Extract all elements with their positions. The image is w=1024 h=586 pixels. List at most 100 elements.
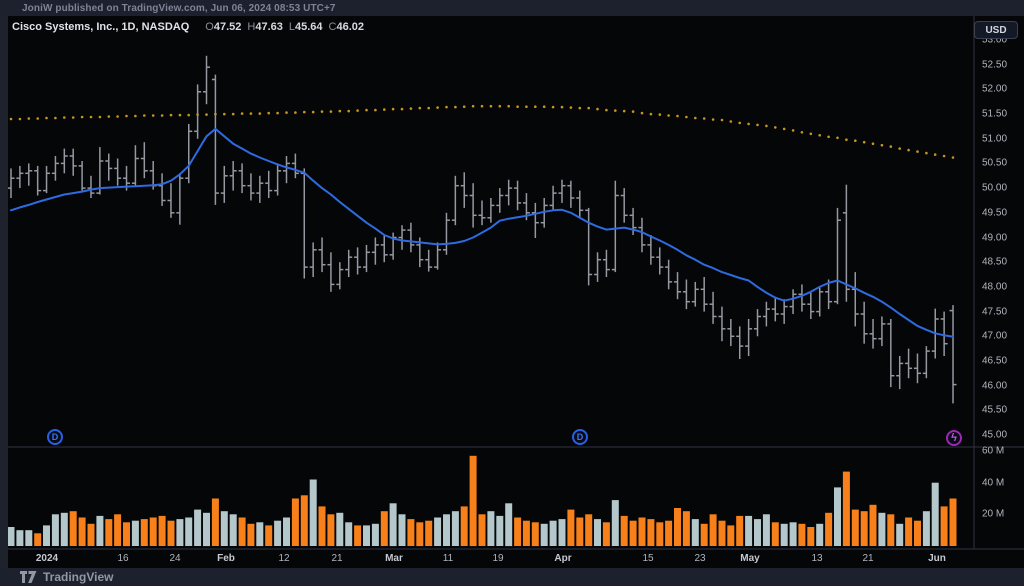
price-tick-label: 48.00 bbox=[982, 281, 1008, 293]
dividend-marker-icon[interactable]: D bbox=[47, 429, 63, 445]
volume-bar bbox=[87, 523, 95, 546]
volume-bar bbox=[762, 514, 770, 546]
volume-bar bbox=[620, 515, 628, 546]
ma-slow-dot bbox=[454, 105, 457, 109]
time-tick-label: 21 bbox=[331, 553, 343, 564]
volume-bar bbox=[247, 523, 255, 546]
volume-bar bbox=[674, 508, 681, 546]
ma-slow-dot bbox=[774, 126, 777, 129]
close-value: 46.02 bbox=[336, 21, 364, 33]
volume-bar bbox=[194, 509, 202, 546]
ma-slow-dot bbox=[862, 140, 866, 144]
time-tick-label: 11 bbox=[442, 553, 454, 564]
ma-slow-dot bbox=[187, 113, 190, 117]
volume-bar bbox=[780, 523, 788, 546]
volume-bar bbox=[114, 514, 122, 546]
ma-slow-dot bbox=[320, 110, 324, 113]
volume-bar bbox=[558, 519, 566, 546]
ma-slow-dot bbox=[445, 105, 448, 109]
ma-slow-dot bbox=[880, 143, 884, 147]
price-tick-label: 49.50 bbox=[982, 207, 1008, 219]
volume-bar bbox=[363, 525, 370, 546]
volume-bar bbox=[380, 511, 388, 546]
publish-banner: JoniW published on TradingView.com, Jun … bbox=[0, 0, 1024, 16]
time-tick-label: Mar bbox=[385, 553, 403, 564]
ma-slow-dot bbox=[89, 115, 93, 119]
volume-bar bbox=[656, 522, 664, 547]
time-tick-label: 24 bbox=[169, 553, 181, 564]
volume-bar bbox=[140, 519, 148, 546]
ma-slow-dot bbox=[836, 136, 839, 140]
volume-bar bbox=[229, 514, 237, 546]
low-value: 45.64 bbox=[294, 21, 323, 33]
volume-bar bbox=[176, 519, 184, 546]
ma-slow-dot bbox=[436, 106, 439, 109]
ma-slow-dot bbox=[587, 106, 590, 110]
volume-bar bbox=[425, 520, 433, 546]
volume-bar bbox=[789, 522, 797, 547]
volume-bar bbox=[665, 520, 673, 546]
ma-slow-dot bbox=[694, 116, 697, 120]
ma-slow-dot bbox=[729, 120, 733, 123]
dividend-marker-icon[interactable]: D bbox=[572, 429, 588, 445]
high-value: 47.63 bbox=[255, 21, 283, 33]
ma-slow-dot bbox=[791, 129, 795, 132]
volume-bar bbox=[318, 506, 326, 546]
ma-slow-dot bbox=[462, 105, 466, 108]
ma-slow-dot bbox=[294, 111, 297, 114]
ma-slow-dot bbox=[507, 104, 511, 108]
tradingview-logo-icon[interactable] bbox=[20, 571, 37, 583]
volume-bar bbox=[771, 522, 779, 547]
ma-slow-dot bbox=[827, 135, 830, 139]
volume-bar bbox=[389, 503, 397, 547]
symbol-title: Cisco Systems, Inc., 1D, NASDAQ bbox=[12, 21, 190, 33]
ma-slow-dot bbox=[9, 117, 13, 121]
volume-bar bbox=[34, 533, 42, 546]
ma-slow-dot bbox=[631, 110, 635, 113]
currency-toggle-button[interactable]: USD bbox=[974, 21, 1018, 39]
volume-bar bbox=[922, 511, 930, 546]
price-tick-label: 50.00 bbox=[982, 182, 1008, 194]
volume-bar bbox=[514, 517, 522, 546]
volume-bar bbox=[807, 527, 815, 546]
footer-bar: TradingView bbox=[0, 568, 1024, 586]
high-label: H bbox=[247, 21, 256, 33]
time-tick-label: Apr bbox=[554, 553, 572, 564]
volume-bar bbox=[256, 522, 264, 547]
ma-slow-dot bbox=[169, 113, 173, 117]
volume-bar bbox=[825, 512, 833, 547]
chart-area[interactable]: Cisco Systems, Inc., 1D, NASDAQ O47.52 H47… bbox=[8, 16, 1024, 568]
ma-slow-dot bbox=[36, 117, 39, 120]
ma-slow-dot bbox=[134, 114, 137, 118]
price-volume-plot[interactable] bbox=[8, 16, 1024, 568]
ma-slow-dot bbox=[809, 132, 813, 136]
volume-bar bbox=[638, 517, 646, 546]
ma-slow-dot bbox=[240, 112, 244, 115]
ma-slow-dot bbox=[525, 105, 528, 108]
ma-slow-dot bbox=[311, 110, 315, 114]
price-tick-label: 50.50 bbox=[982, 157, 1008, 169]
instant-order-marker-icon[interactable]: ϟ bbox=[946, 430, 962, 446]
volume-bar bbox=[416, 522, 424, 547]
price-tick-label: 47.00 bbox=[982, 330, 1008, 342]
ma-slow-dot bbox=[569, 106, 573, 109]
ma-slow-dot bbox=[738, 121, 741, 125]
tradingview-brand-link[interactable]: TradingView bbox=[43, 570, 114, 584]
ma-slow-dot bbox=[898, 147, 901, 150]
ma-slow-dot bbox=[249, 112, 253, 115]
volume-bar bbox=[816, 523, 824, 546]
volume-bar bbox=[576, 517, 584, 546]
volume-bar bbox=[647, 519, 655, 546]
symbol-legend[interactable]: Cisco Systems, Inc., 1D, NASDAQ O47.52 H47… bbox=[12, 21, 364, 33]
volume-bar bbox=[469, 455, 477, 547]
volume-bar bbox=[451, 511, 459, 546]
ma-slow-dot bbox=[489, 104, 493, 108]
volume-bar bbox=[185, 517, 193, 546]
ma-slow-dot bbox=[649, 112, 653, 116]
publish-text: JoniW published on TradingView.com, Jun … bbox=[22, 2, 336, 14]
ma-slow-dot bbox=[854, 139, 857, 142]
ma-slow-dot bbox=[542, 105, 546, 108]
volume-tick-label: 20 M bbox=[982, 508, 1005, 520]
ma-slow-dot bbox=[933, 153, 937, 156]
volume-bar bbox=[842, 471, 850, 546]
